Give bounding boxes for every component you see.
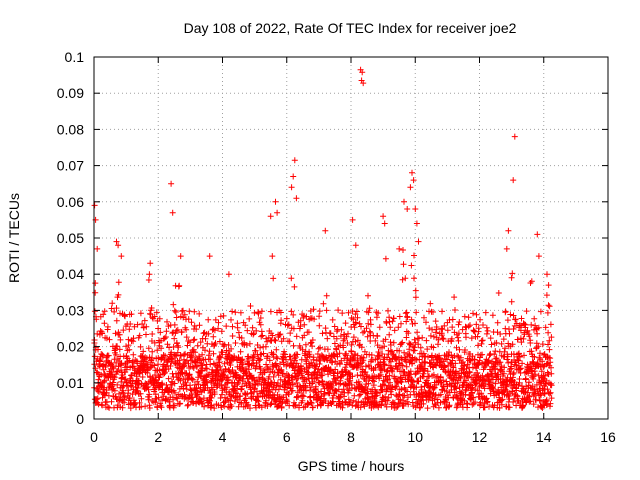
- chart-title: Day 108 of 2022, Rate Of TEC Index for r…: [184, 20, 517, 36]
- y-tick-label: 0.02: [57, 339, 84, 355]
- y-tick-label: 0.08: [57, 121, 84, 137]
- x-tick-label: 14: [536, 429, 552, 445]
- y-tick-label: 0.06: [57, 194, 84, 210]
- y-tick-label: 0.01: [57, 375, 84, 391]
- y-tick-label: 0.09: [57, 85, 84, 101]
- y-tick-label: 0.04: [57, 266, 84, 282]
- x-tick-label: 12: [472, 429, 488, 445]
- x-tick-label: 10: [407, 429, 423, 445]
- y-tick-label: 0.05: [57, 230, 84, 246]
- x-tick-label: 6: [283, 429, 291, 445]
- x-tick-label: 4: [219, 429, 227, 445]
- x-tick-label: 8: [347, 429, 355, 445]
- x-tick-label: 16: [600, 429, 616, 445]
- x-tick-label: 2: [154, 429, 162, 445]
- y-axis-label: ROTI / TECUs: [6, 193, 22, 283]
- x-axis-label: GPS time / hours: [298, 458, 405, 474]
- y-tick-label: 0.03: [57, 302, 84, 318]
- x-tick-label: 0: [90, 429, 98, 445]
- y-tick-label: 0: [76, 411, 84, 427]
- y-tick-label: 0.07: [57, 158, 84, 174]
- y-tick-label: 0.1: [65, 49, 85, 65]
